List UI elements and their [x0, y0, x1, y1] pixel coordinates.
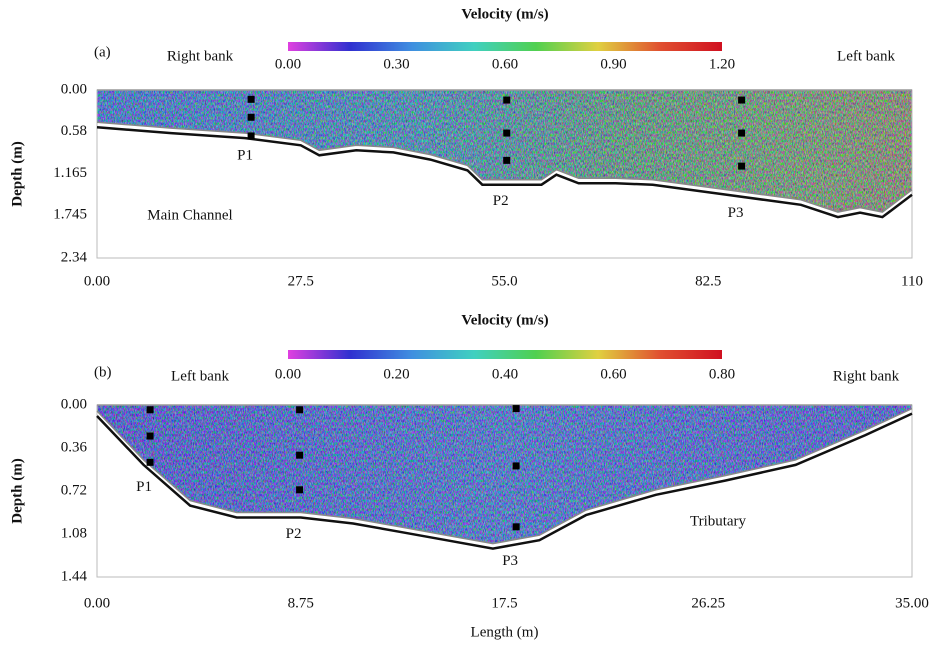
y-tick-label: 1.44: [61, 568, 88, 584]
bank-label: Left bank: [837, 48, 895, 64]
measurement-point: [503, 129, 511, 137]
colorbar-tick-label: 0.40: [492, 366, 518, 382]
measurement-point: [146, 432, 154, 440]
x-tick-label: 55.0: [491, 273, 517, 289]
y-tick-label: 1.08: [61, 525, 87, 541]
measurement-point: [296, 406, 304, 414]
colorbar-title: Velocity (m/s): [461, 312, 548, 328]
x-axis-title: Length (m): [471, 624, 539, 640]
colorbar-tick-label: 0.00: [275, 366, 301, 382]
y-axis-title: Depth (m): [9, 458, 25, 523]
y-axis-title: Depth (m): [9, 141, 25, 206]
region-label: Tributary: [690, 513, 747, 529]
point-label: P2: [286, 526, 302, 542]
colorbar-tick-label: 0.90: [600, 56, 626, 72]
x-tick-label: 26.25: [691, 595, 725, 611]
colorbar-tick-label: 0.60: [492, 56, 518, 72]
panel-label: (a): [94, 44, 111, 60]
y-tick-label: 1.165: [53, 165, 87, 181]
colorbar-tick-label: 0.00: [275, 56, 301, 72]
colorbar-tick-label: 0.30: [383, 56, 409, 72]
point-label: P2: [493, 193, 509, 209]
colorbar: [288, 350, 722, 359]
point-label: P1: [237, 147, 253, 163]
colorbar-tick-label: 0.60: [600, 366, 626, 382]
measurement-point: [247, 95, 255, 103]
measurement-point: [247, 113, 255, 121]
measurement-point: [146, 458, 154, 466]
y-tick-label: 1.745: [53, 207, 87, 223]
measurement-point: [738, 129, 746, 137]
measurement-point: [296, 486, 304, 494]
bed-line-outer: [96, 412, 913, 550]
y-tick-label: 0.00: [61, 396, 87, 412]
bank-label: Right bank: [167, 48, 234, 64]
colorbar-tick-label: 0.80: [709, 366, 735, 382]
y-tick-label: 0.58: [61, 123, 87, 139]
x-tick-label: 0.00: [84, 595, 110, 611]
measurement-point: [503, 156, 511, 164]
bank-label: Left bank: [171, 368, 229, 384]
colorbar-tick-label: 1.20: [709, 56, 735, 72]
x-tick-label: 17.5: [491, 595, 517, 611]
x-tick-label: 27.5: [288, 273, 314, 289]
x-tick-label: 8.75: [288, 595, 314, 611]
colorbar-title: Velocity (m/s): [461, 6, 548, 22]
measurement-point: [296, 451, 304, 459]
y-tick-label: 2.34: [61, 249, 88, 265]
y-tick-label: 0.00: [61, 81, 87, 97]
x-tick-label: 0.00: [84, 273, 110, 289]
x-tick-label: 82.5: [695, 273, 721, 289]
measurement-point: [503, 96, 511, 104]
bed-line-outer: [96, 126, 913, 219]
colorbar-tick-label: 0.20: [383, 366, 409, 382]
measurement-point: [512, 405, 520, 413]
panel-label: (b): [94, 364, 112, 380]
measurement-point: [512, 462, 520, 470]
velocity-speckle: [97, 90, 912, 213]
colorbar: [288, 42, 722, 51]
x-tick-label: 110: [901, 273, 923, 289]
y-tick-label: 0.72: [61, 482, 87, 498]
measurement-point: [738, 162, 746, 170]
measurement-point: [512, 523, 520, 531]
point-label: P1: [136, 479, 152, 495]
point-label: P3: [502, 553, 518, 569]
x-tick-label: 35.00: [895, 595, 929, 611]
measurement-point: [247, 132, 255, 140]
bed-line: [96, 121, 913, 213]
bed-line: [96, 407, 913, 545]
measurement-point: [738, 96, 746, 104]
measurement-point: [146, 406, 154, 414]
velocity-speckle: [97, 405, 912, 544]
region-label: Main Channel: [147, 207, 232, 223]
point-label: P3: [728, 205, 744, 221]
y-tick-label: 0.36: [61, 439, 88, 455]
bank-label: Right bank: [833, 368, 900, 384]
